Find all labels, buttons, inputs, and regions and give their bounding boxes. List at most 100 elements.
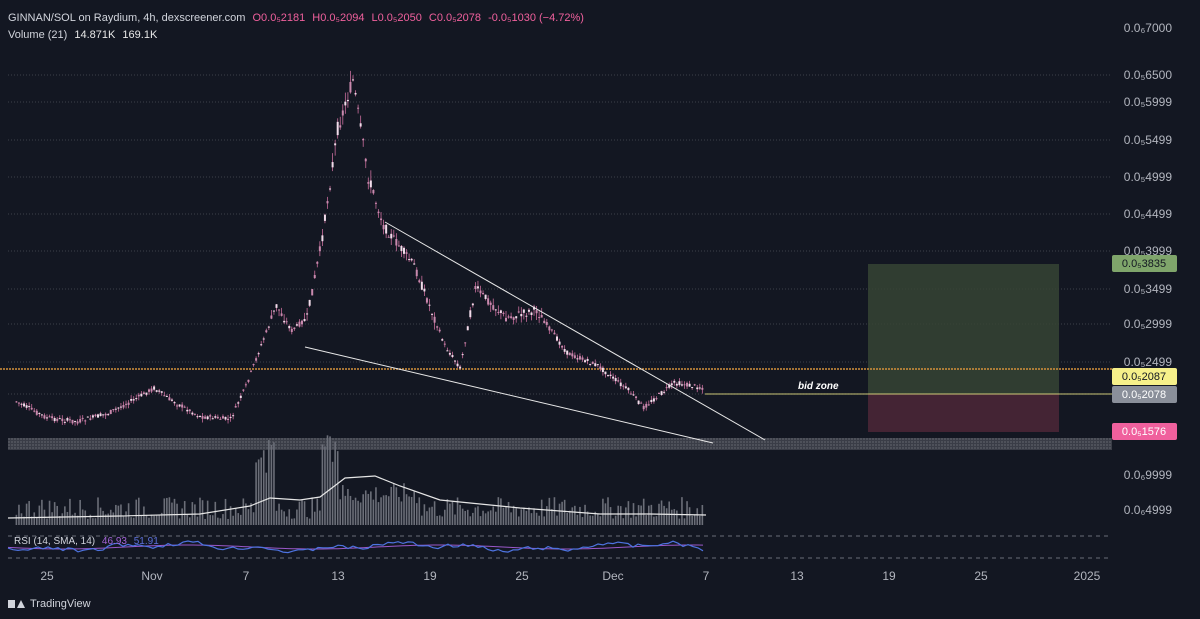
candle-body	[68, 419, 71, 421]
candle-body	[448, 352, 451, 355]
volume-bar	[517, 516, 520, 525]
volume-bar	[135, 499, 138, 525]
volume-bar	[127, 503, 130, 525]
candle-body	[584, 360, 587, 363]
candle-body	[290, 328, 293, 332]
candle-body	[221, 416, 224, 419]
volume-bars	[15, 435, 704, 525]
volume-bar	[219, 518, 222, 525]
volume-bar	[663, 505, 665, 525]
volume-bar	[382, 495, 385, 525]
candle-body	[568, 352, 571, 356]
volume-bar	[153, 515, 155, 525]
candle-body	[237, 402, 240, 404]
volume-bar	[334, 441, 336, 525]
volume-bar	[209, 515, 211, 525]
support-band	[8, 438, 1112, 450]
svg-text:0.0₅2078: 0.0₅2078	[1122, 389, 1166, 401]
tradingview-logo-icon	[8, 599, 26, 609]
candle-body	[176, 405, 179, 407]
candle-body	[244, 384, 247, 386]
candle-body	[484, 294, 487, 299]
candle-body	[629, 393, 632, 395]
volume-bar	[561, 501, 563, 525]
svg-text:0.0₅1576: 0.0₅1576	[1122, 426, 1166, 438]
volume-bar	[668, 501, 670, 525]
volume-bar	[375, 487, 377, 525]
candle-body	[670, 383, 673, 386]
candle-body	[17, 402, 20, 404]
volume-bar	[484, 513, 487, 525]
candle-body	[471, 303, 474, 306]
volume-bar	[670, 509, 673, 525]
time-tick-label: Nov	[141, 569, 162, 583]
candle-body	[438, 329, 441, 332]
volume-bar	[579, 506, 581, 525]
volume-bar	[589, 515, 591, 525]
tradingview-brand[interactable]: TradingView	[8, 598, 91, 610]
volume-bar	[265, 472, 268, 525]
candle-body	[586, 358, 589, 361]
volume-bar	[681, 497, 683, 525]
candle-body	[344, 101, 347, 106]
candle-body	[132, 399, 135, 401]
candle-body	[158, 390, 161, 392]
volume-bar	[97, 497, 99, 525]
volume-bar	[331, 461, 334, 525]
volume-bar	[617, 505, 619, 525]
volume-bar	[94, 518, 97, 525]
volume-bar	[665, 508, 668, 525]
price-axis[interactable]: 0.0₆7000 0.0₅6500 0.0₅5999 0.0₅5499 0.0₅4999…	[1124, 21, 1173, 517]
time-axis[interactable]: 25 Nov 7 13 19 25 Dec 7 13 19 25 2025	[40, 569, 1100, 583]
volume-bar	[438, 515, 441, 525]
volume-bar	[614, 515, 617, 525]
wedge-upper-line[interactable]	[384, 221, 766, 441]
volume-bar	[296, 509, 298, 525]
volume-bar	[390, 486, 393, 525]
volume-bar	[168, 497, 171, 525]
target-zone[interactable]	[868, 264, 1059, 394]
volume-legend: Volume (21) 14.871K 169.1K	[8, 28, 157, 43]
candle-body	[571, 353, 574, 357]
stop-zone[interactable]	[868, 394, 1059, 432]
candle-body	[56, 418, 59, 421]
candle-body	[97, 414, 99, 418]
volume-bar	[58, 516, 61, 525]
candle-body	[206, 416, 209, 420]
volume-bar	[20, 513, 23, 525]
volume-bar	[387, 496, 390, 525]
wedge-lower-line[interactable]	[304, 346, 714, 444]
candle-body	[28, 406, 31, 408]
volume-bar	[558, 503, 561, 525]
stop-price-label: 0.0₅1576	[1112, 423, 1177, 440]
candle-body	[374, 202, 377, 204]
volume-bar	[642, 498, 645, 525]
candle-body	[619, 382, 622, 387]
candle-body	[428, 304, 431, 306]
rsi-label[interactable]: RSI (14, SMA, 14)	[14, 536, 96, 547]
volume-label[interactable]: Volume (21)	[8, 29, 68, 41]
candle-body	[578, 356, 581, 360]
candle-body	[372, 190, 375, 194]
candle-body	[66, 418, 69, 421]
candle-body	[262, 338, 265, 340]
volume-bar	[247, 509, 250, 525]
candle-body	[573, 355, 576, 358]
symbol-label[interactable]: GINNAN/SOL on Raydium, 4h, dexscreener.c…	[8, 12, 246, 24]
volume-bar	[56, 505, 58, 525]
candle-body	[89, 418, 92, 420]
candle-body	[561, 346, 564, 348]
volume-bar	[33, 512, 36, 525]
volume-bar	[495, 511, 497, 525]
volume-bar	[648, 505, 650, 525]
volume-bar	[217, 517, 219, 525]
candle-body	[696, 387, 699, 390]
candle-body	[346, 99, 349, 102]
candle-body	[341, 110, 344, 116]
volume-bar	[487, 511, 489, 525]
candle-body	[109, 409, 112, 414]
candle-body	[385, 224, 388, 234]
candle-body	[186, 409, 189, 412]
candle-body	[318, 246, 321, 252]
